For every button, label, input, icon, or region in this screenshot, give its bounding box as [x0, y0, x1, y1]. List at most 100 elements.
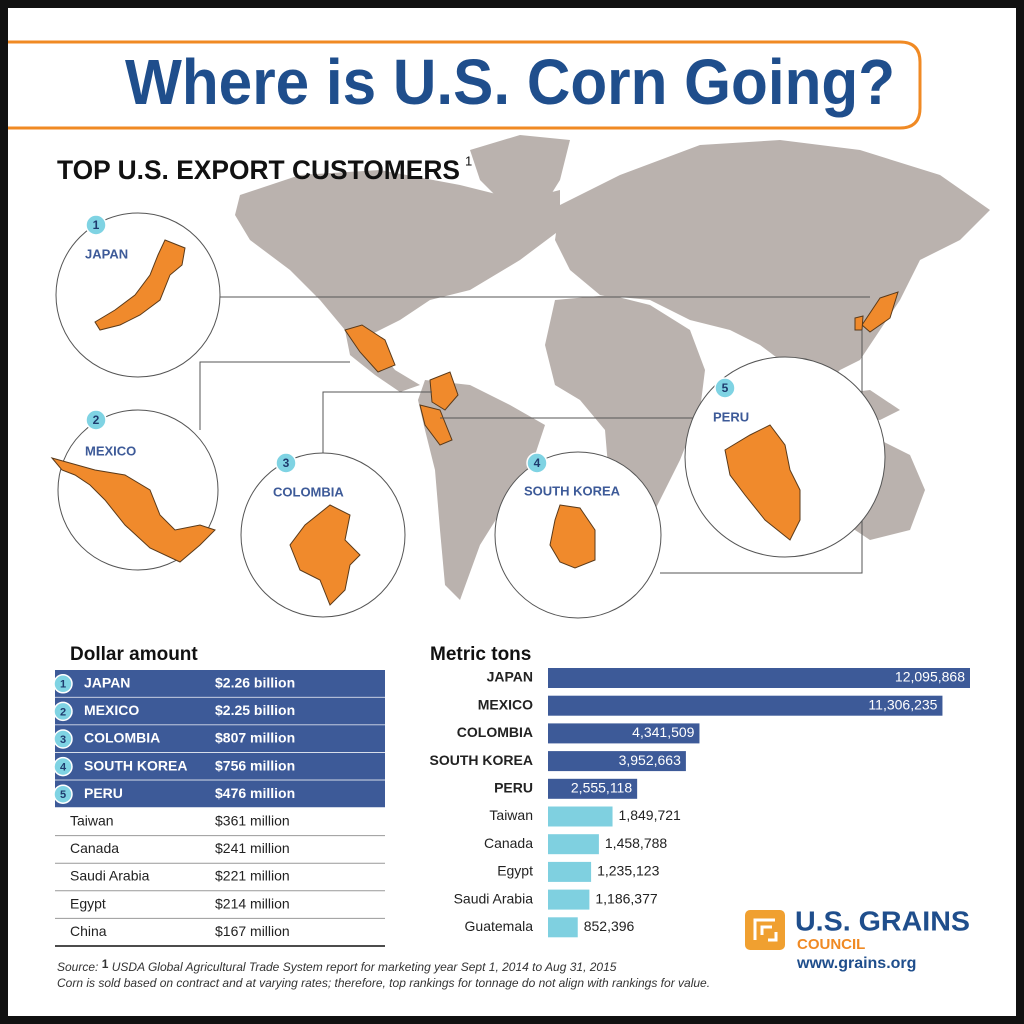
table-title: Dollar amount — [70, 644, 198, 665]
logo-url: www.grains.org — [796, 955, 916, 972]
title-frame — [8, 40, 922, 130]
rank: 4 — [60, 762, 67, 774]
table-country: Egypt — [70, 895, 106, 911]
map-rank: 5 — [722, 381, 729, 395]
rank: 3 — [60, 734, 66, 746]
table-amount: $807 million — [215, 730, 295, 746]
bar-value-label: 1,186,377 — [595, 890, 657, 906]
subtitle-note-mark: 1 — [465, 153, 472, 168]
logo: U.S. GRAINS COUNCIL www.grains.org — [745, 905, 970, 972]
table-country: COLOMBIA — [84, 730, 160, 746]
bar — [548, 806, 613, 827]
map-highlights — [344, 291, 899, 446]
bar — [548, 751, 686, 772]
rank-badge — [53, 701, 73, 722]
mexico-inset — [50, 409, 219, 571]
bar-value-label: 4,341,509 — [632, 724, 694, 740]
tons-chart: JAPAN 12,095,868 MEXICO 11,306,235 COLOMBIA 4… — [430, 668, 970, 938]
chart-title: Metric tons — [430, 644, 531, 665]
table-amount: $214 million — [215, 895, 290, 911]
rank: 5 — [60, 789, 66, 801]
table-country: Canada — [70, 840, 119, 856]
source-text: USDA Global Agricultural Trade System re… — [112, 960, 617, 974]
rank-badge — [53, 674, 73, 694]
table-row-bg — [55, 670, 385, 698]
logo-sub: COUNCIL — [797, 936, 865, 953]
bar-value-label: 12,095,868 — [895, 669, 965, 685]
bar — [548, 889, 590, 910]
bar-category: SOUTH KOREA — [430, 752, 533, 768]
table-country: SOUTH KOREA — [84, 757, 187, 773]
map-label: PERU — [713, 409, 749, 424]
table-country: Saudi Arabia — [70, 868, 150, 884]
map-label: MEXICO — [85, 443, 136, 458]
japan-inset — [55, 212, 221, 378]
bar-category: JAPAN — [487, 669, 533, 685]
subtitle: TOP U.S. EXPORT CUSTOMERS — [57, 155, 460, 185]
table-country: Taiwan — [70, 813, 114, 829]
colombia-inset — [240, 452, 406, 618]
table-amount: $241 million — [215, 840, 290, 856]
footnote-note: Corn is sold based on contract and at va… — [57, 976, 710, 990]
map-label: JAPAN — [85, 246, 128, 261]
bar-category: Canada — [484, 835, 533, 851]
bar-category: Guatemala — [465, 918, 534, 934]
table-row-bg — [55, 697, 385, 726]
bar — [548, 917, 578, 938]
bar-category: Taiwan — [489, 807, 533, 823]
logo-icon — [745, 910, 785, 950]
table-row-bg — [55, 752, 385, 781]
bar-category: Egypt — [497, 863, 533, 879]
title: Where is U.S. Corn Going? — [125, 46, 895, 118]
footnote: Source: 1 USDA Global Agricultural Trade… — [57, 957, 617, 974]
source-mark: 1 — [102, 957, 109, 971]
bar — [548, 695, 943, 716]
rank: 1 — [60, 679, 66, 691]
table-amount: $167 million — [215, 923, 290, 939]
map-rank: 3 — [283, 456, 290, 470]
map-rank: 2 — [93, 413, 100, 427]
bar — [548, 778, 638, 799]
source-label: Source: — [57, 960, 98, 974]
bar-value-label: 1,458,788 — [605, 835, 667, 851]
bar-category: MEXICO — [478, 696, 533, 712]
bar-category: COLOMBIA — [457, 724, 533, 740]
table-amount: $361 million — [215, 813, 290, 829]
rank-badge — [53, 756, 73, 777]
bar — [548, 834, 599, 855]
bar-value-label: 11,306,235 — [868, 696, 937, 712]
map-labels: 1 JAPAN 2 MEXICO 3 COLOMBIA 4 SOUTH KOREA 5 PERU — [85, 218, 749, 499]
bar — [548, 668, 970, 688]
table-country: China — [70, 923, 107, 939]
bar-value-label: 1,849,721 — [619, 807, 681, 823]
peru-inset — [684, 356, 886, 558]
table-country: PERU — [84, 785, 123, 801]
map-rank: 1 — [93, 218, 100, 232]
south-korea-inset — [494, 451, 662, 619]
bar-value-label: 1,235,123 — [597, 863, 659, 879]
map-label: SOUTH KOREA — [524, 483, 621, 498]
bar-category: Saudi Arabia — [454, 890, 534, 906]
bar-value-label: 2,555,118 — [571, 780, 632, 796]
table-amount: $221 million — [215, 868, 290, 884]
bar — [548, 723, 700, 744]
map-label: COLOMBIA — [273, 484, 344, 499]
table-amount: $2.26 billion — [215, 675, 295, 691]
table-country: JAPAN — [84, 675, 130, 691]
bar-value-label: 852,396 — [584, 918, 635, 934]
rank-badge — [53, 784, 73, 804]
rank: 2 — [60, 706, 66, 718]
logo-name: U.S. GRAINS — [795, 905, 970, 936]
bar-value-label: 3,952,663 — [619, 752, 681, 768]
rank-badge — [53, 729, 73, 749]
dollar-table: 1 JAPAN $2.26 billion 2 MEXICO $2.25 billion 3… — [53, 670, 385, 947]
table-amount: $756 million — [215, 757, 295, 773]
table-country: MEXICO — [84, 702, 139, 718]
bar-category: PERU — [494, 780, 533, 796]
table-row-bg — [55, 725, 385, 753]
table-amount: $476 million — [215, 785, 295, 801]
map-rank: 4 — [534, 456, 541, 470]
table-amount: $2.25 billion — [215, 702, 295, 718]
table-row-bg — [55, 780, 385, 808]
